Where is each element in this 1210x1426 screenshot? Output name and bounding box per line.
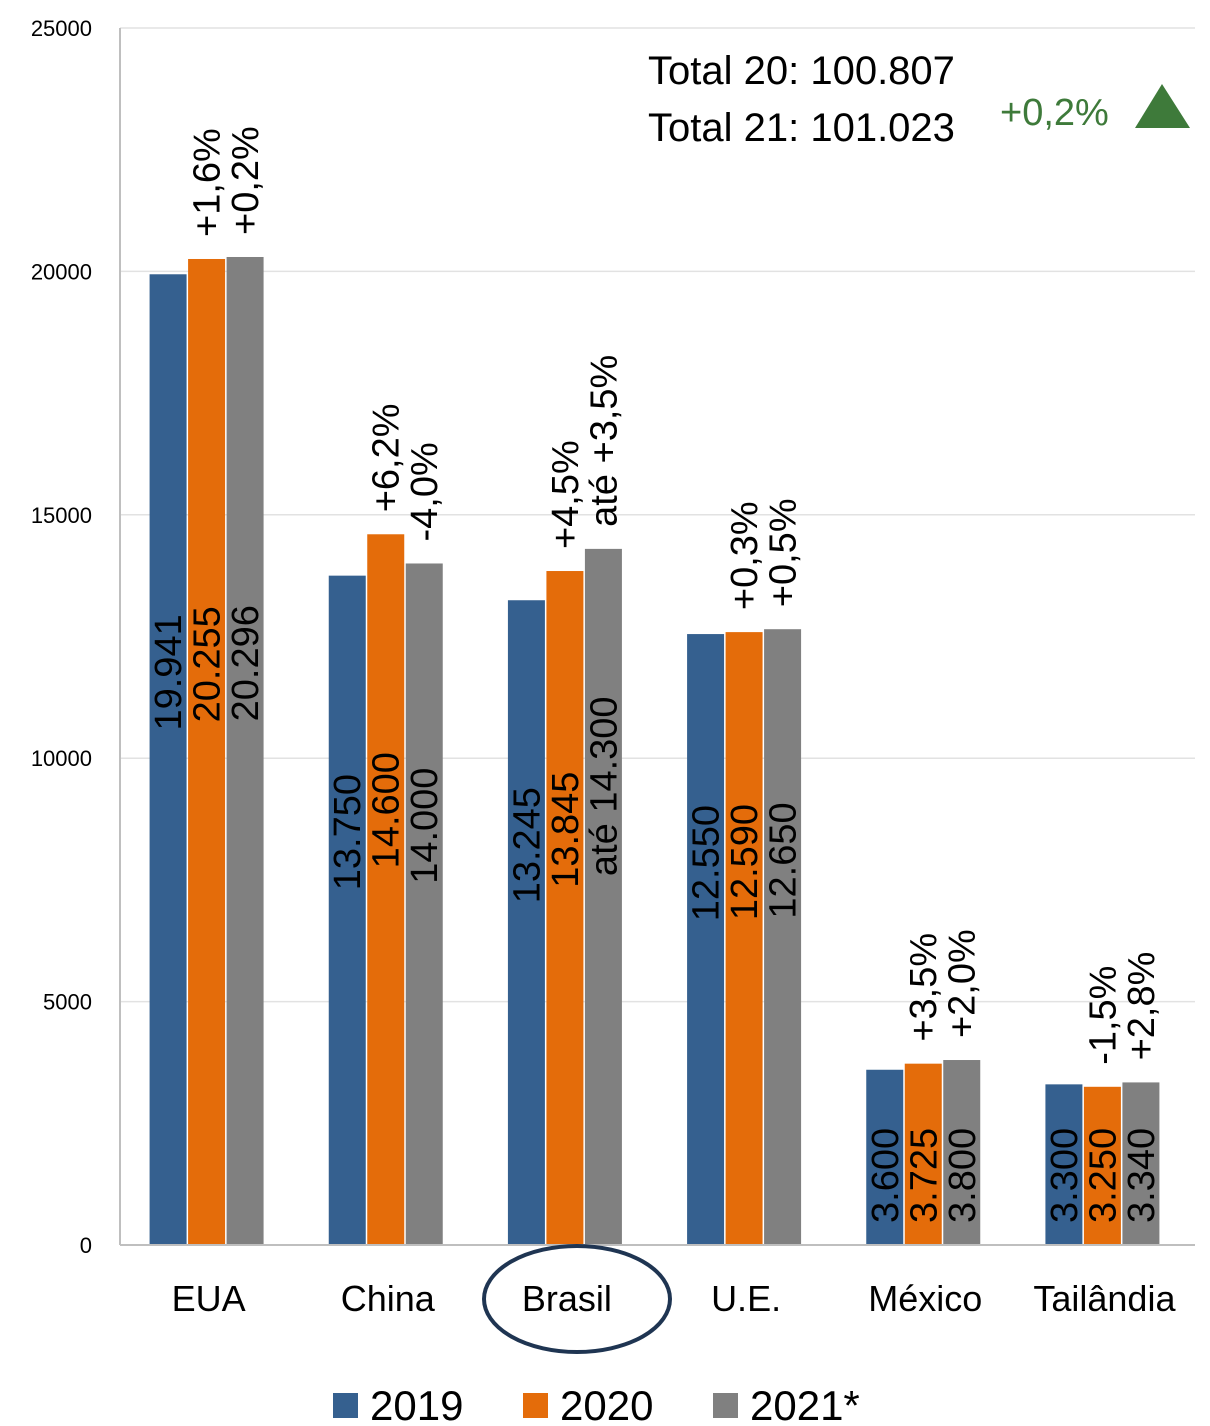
x-category-label: Tailândia: [1033, 1278, 1176, 1319]
gridlines: [120, 27, 1195, 1003]
bar-2021-brasil: [584, 548, 622, 1245]
bar-2019-tailândia: [1045, 1084, 1083, 1245]
bar-2019-eua: [149, 274, 187, 1246]
total-change-label: +0,2%: [1000, 92, 1109, 134]
legend-label: 2021*: [750, 1382, 860, 1426]
bar-2021-u.e.: [764, 629, 802, 1245]
bar-value-label: 14.600: [366, 752, 408, 868]
change-2021-label: até +3,5%: [583, 355, 625, 527]
bar-value-label: 20.255: [187, 606, 229, 722]
change-2020-label: +3,5%: [903, 933, 945, 1042]
bar-2020-china: [367, 534, 405, 1245]
x-category-label: EUA: [172, 1278, 246, 1319]
bar-value-label: 3.250: [1082, 1128, 1124, 1223]
change-2021-label: +2,0%: [942, 929, 984, 1038]
bar-value-label: 13.750: [327, 774, 369, 890]
change-2021-label: +2,8%: [1121, 952, 1163, 1061]
bar-value-label: 3.300: [1044, 1128, 1086, 1223]
change-2021-label: +0,2%: [225, 126, 267, 235]
bar-value-label: 3.600: [865, 1128, 907, 1223]
change-2020-label: +6,2%: [366, 403, 408, 512]
y-tick-label: 25000: [31, 16, 92, 41]
bar-2019-china: [328, 575, 366, 1245]
highlight-ellipse: [482, 1244, 672, 1354]
x-category-label: China: [341, 1278, 436, 1319]
change-2021-label: -4,0%: [404, 442, 446, 541]
y-tick-label: 10000: [31, 746, 92, 771]
bar-value-label: 12.650: [763, 802, 805, 918]
legend-swatch-2021: [713, 1393, 738, 1418]
y-tick-label: 5000: [43, 990, 92, 1015]
legend: 2019 2020 2021*: [333, 1382, 860, 1426]
bar-value-label: 13.845: [545, 772, 587, 888]
bar-value-label: 14.000: [404, 768, 446, 884]
bar-2019-u.e.: [687, 634, 725, 1245]
bar-value-label: 12.550: [686, 805, 728, 921]
change-2020-label: -1,5%: [1082, 966, 1124, 1065]
total-2020: Total 20: 100.807: [648, 49, 955, 93]
bar-2021-china: [405, 563, 443, 1245]
bar-value-label: 3.340: [1121, 1128, 1163, 1223]
bar-2020-eua: [188, 258, 226, 1246]
x-category-label: U.E.: [711, 1278, 781, 1319]
change-labels: +1,6%+0,2%+6,2%-4,0% +4,5%até +3,5%+0,3%+…: [187, 126, 1163, 1065]
change-2020-label: +0,3%: [724, 501, 766, 610]
legend-label: 2020: [560, 1382, 653, 1426]
bar-value-label: 20.296: [225, 605, 267, 721]
totals-annotation: Total 20: 100.807 Total 21: 101.023 +0,2…: [648, 49, 1190, 150]
y-tick-label: 15000: [31, 503, 92, 528]
bars: [149, 256, 1160, 1246]
bar-2020-tailândia: [1083, 1086, 1121, 1245]
bar-2019-méxico: [866, 1069, 904, 1245]
bar-2020-brasil: [546, 571, 584, 1245]
bar-value-label: 12.590: [724, 804, 766, 920]
bar-2020-méxico: [904, 1063, 942, 1245]
bar-value-label: 19.941: [148, 614, 190, 730]
up-triangle-icon: [1135, 84, 1190, 128]
x-category-label: Brasil: [522, 1278, 612, 1319]
y-axis-ticks: 0 5000 10000 15000 20000 25000: [31, 16, 92, 1258]
change-2020-label: +4,5%: [545, 440, 587, 549]
legend-label: 2019: [370, 1382, 463, 1426]
bar-value-label: 3.800: [942, 1128, 984, 1223]
bar-2019-brasil: [507, 600, 545, 1245]
change-2021-label: +0,5%: [763, 498, 805, 607]
bar-value-label: 13.245: [506, 787, 548, 903]
x-category-label: México: [868, 1278, 982, 1319]
bar-2021-eua: [226, 256, 264, 1245]
bar-value-label: 3.725: [903, 1128, 945, 1223]
y-tick-label: 20000: [31, 259, 92, 284]
legend-swatch-2020: [523, 1393, 548, 1418]
total-2021: Total 21: 101.023: [648, 106, 955, 150]
bar-value-label: até 14.300: [583, 696, 625, 876]
y-tick-label: 0: [80, 1233, 92, 1258]
bar-2021-tailândia: [1122, 1082, 1160, 1245]
bar-2020-u.e.: [725, 632, 763, 1245]
bar-2021-méxico: [943, 1060, 981, 1245]
legend-swatch-2019: [333, 1393, 358, 1418]
x-axis-categories: EUA China Brasil U.E. México Tailândia: [172, 1278, 1177, 1319]
change-2020-label: +1,6%: [187, 128, 229, 237]
